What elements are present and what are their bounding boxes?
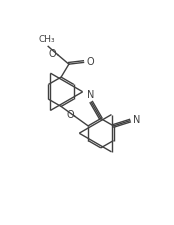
Text: O: O xyxy=(67,110,75,120)
Text: N: N xyxy=(87,90,94,100)
Text: O: O xyxy=(49,49,56,59)
Text: N: N xyxy=(133,115,140,125)
Text: CH₃: CH₃ xyxy=(39,35,56,44)
Text: O: O xyxy=(87,57,94,67)
